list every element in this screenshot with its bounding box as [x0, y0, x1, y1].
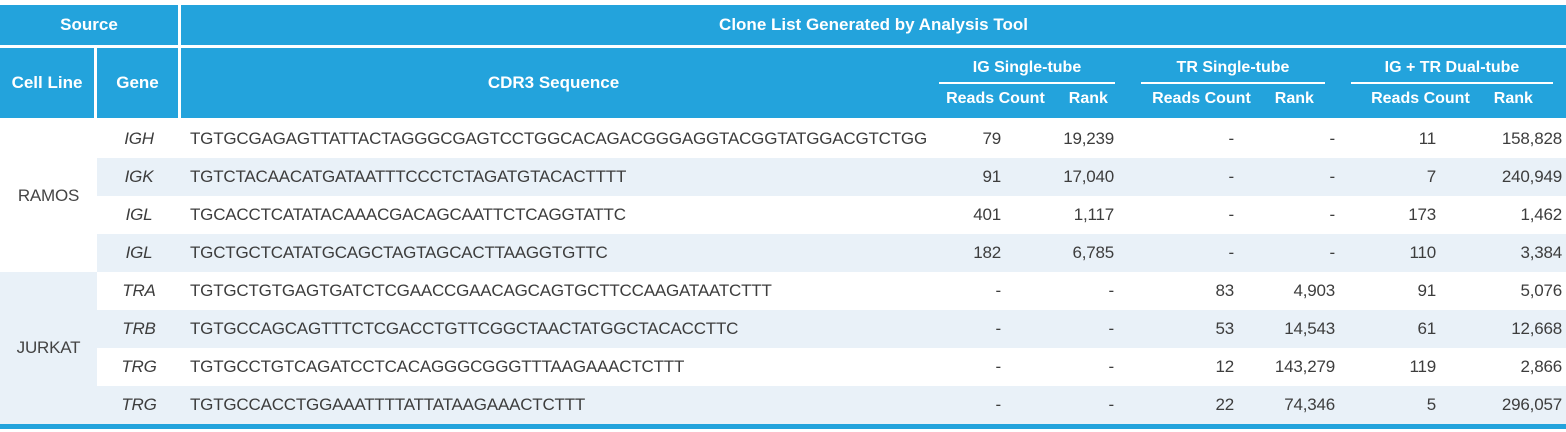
reads-count-column-header: Reads Count — [1152, 90, 1251, 107]
ig-reads-count-cell: 79 — [982, 129, 1001, 148]
ig-rank-cell: - — [1108, 281, 1115, 300]
table-body: RAMOS IGH TGTGCGAGAGTTATTACTAGGGCGAGTCCTGG… — [0, 120, 1566, 424]
ig-reads-count-cell: - — [995, 357, 1002, 376]
tr-rank-cell: 74,346 — [1246, 386, 1339, 424]
gene-cell: TRB — [97, 310, 181, 348]
group-header-ig-single-tube: IG Single-tube Reads Count Rank — [926, 57, 1128, 109]
ig-rank-cell: 19,239 — [1063, 129, 1114, 148]
reads-count-column-header: Reads Count — [1371, 90, 1470, 107]
group-label: IG + TR Dual-tube — [1384, 59, 1520, 76]
group-subheaders: Reads Count Rank — [946, 89, 1108, 109]
group-underline — [1351, 82, 1553, 84]
dual-reads-count-cell: 11 — [1418, 129, 1436, 148]
cell-line-cell: RAMOS — [17, 186, 80, 205]
tr-reads-count-cell: - — [1228, 205, 1235, 224]
tr-reads-count-cell: 12 — [1215, 357, 1234, 376]
dual-reads-count-cell: 61 — [1338, 310, 1444, 348]
group-underline — [939, 82, 1115, 84]
dual-rank-cell: 1,462 — [1520, 205, 1562, 224]
ig-reads-count-cell: 182 — [926, 234, 1047, 272]
gene-cell: TRG — [97, 386, 181, 424]
ig-reads-count-cell: - — [995, 281, 1002, 300]
cell-line-cell: JURKAT — [0, 272, 97, 424]
dual-rank-cell: 158,828 — [1501, 129, 1562, 148]
header-row-top: Source Clone List Generated by Analysis … — [0, 5, 1566, 45]
dual-reads-count-cell: 119 — [1409, 357, 1436, 376]
ig-rank-cell: - — [1046, 310, 1129, 348]
sequence-cell: TGCTGCTCATATGCAGCTAGTAGCACTTAAGGTGTTC — [181, 234, 927, 272]
dual-rank-cell: 12,668 — [1443, 310, 1566, 348]
dual-reads-count-cell: 173 — [1408, 205, 1436, 224]
tr-rank-cell: - — [1246, 234, 1339, 272]
source-header-cell: Source — [0, 5, 181, 45]
ig-rank-cell: 1,117 — [1073, 205, 1114, 224]
sequence-cell: TGTCTACAACATGATAATTTCCCTCTAGATGTACACTTTT — [181, 158, 927, 196]
rank-column-header: Rank — [1493, 90, 1533, 107]
tr-reads-count-cell: 83 — [1215, 281, 1234, 300]
tr-rank-cell: 143,279 — [1274, 357, 1335, 376]
sequence-cell: TGTGCCACCTGGAAATTTTATTATAAGAAACTCTTT — [181, 386, 927, 424]
dual-rank-cell: 2,866 — [1520, 357, 1562, 376]
ig-reads-count-cell: 401 — [973, 205, 1001, 224]
group-underline — [1141, 82, 1325, 84]
group-label: IG Single-tube — [972, 59, 1082, 76]
sequence-cell: TGTGCTGTGAGTGATCTCGAACCGAACAGCAGTGCTTCCA… — [190, 281, 772, 300]
tr-rank-cell: 14,543 — [1246, 310, 1339, 348]
table-title: Clone List Generated by Analysis Tool — [181, 5, 1566, 45]
ig-rank-cell: - — [1108, 357, 1115, 376]
sequence-cell: TGTGCCAGCAGTTTCTCGACCTGTTCGGCTAACTATGGCT… — [181, 310, 927, 348]
cell-line-column-header: Cell Line — [0, 48, 97, 118]
ig-reads-count-cell: - — [926, 310, 1047, 348]
gene-cell: TRA — [122, 281, 156, 300]
tr-reads-count-cell: 22 — [1128, 386, 1247, 424]
sequence-cell: TGTGCCTGTCAGATCCTCACAGGGCGGGTTTAAGAAACTC… — [190, 357, 685, 376]
ig-rank-cell: 6,785 — [1046, 234, 1129, 272]
ig-rank-cell: 17,040 — [1046, 158, 1129, 196]
dual-rank-cell: 296,057 — [1443, 386, 1566, 424]
header-row-columns: Cell Line Gene CDR3 Sequence IG Single-t… — [0, 48, 1566, 118]
gene-column-header: Gene — [97, 48, 181, 118]
dual-rank-cell: 5,076 — [1520, 281, 1562, 300]
tr-rank-cell: - — [1329, 205, 1336, 224]
group-subheaders: Reads Count Rank — [1152, 89, 1314, 109]
gene-cell: IGK — [97, 158, 181, 196]
sequence-cell: TGTGCGAGAGTTATTACTAGGGCGAGTCCTGGCACAGACG… — [190, 129, 927, 148]
ig-reads-count-cell: - — [926, 386, 1047, 424]
rank-column-header: Rank — [1274, 90, 1314, 107]
table-bottom-border — [0, 424, 1566, 429]
tr-reads-count-cell: 53 — [1128, 310, 1247, 348]
dual-rank-cell: 240,949 — [1443, 158, 1566, 196]
cdr3-column-header: CDR3 Sequence — [487, 73, 620, 92]
dual-reads-count-cell: 5 — [1338, 386, 1444, 424]
tr-rank-cell: 4,903 — [1293, 281, 1335, 300]
sequence-cell: TGCACCTCATATACAAACGACAGCAATTCTCAGGTATTC — [190, 205, 626, 224]
dual-rank-cell: 3,384 — [1443, 234, 1566, 272]
dual-reads-count-cell: 110 — [1338, 234, 1444, 272]
reads-count-column-header: Reads Count — [946, 90, 1045, 107]
ig-reads-count-cell: 91 — [926, 158, 1047, 196]
group-label: TR Single-tube — [1176, 59, 1290, 76]
group-header-tr-single-tube: TR Single-tube Reads Count Rank — [1128, 57, 1338, 109]
tr-rank-cell: - — [1246, 158, 1339, 196]
tr-reads-count-cell: - — [1128, 158, 1247, 196]
tr-reads-count-cell: - — [1128, 234, 1247, 272]
gene-cell: IGH — [124, 129, 154, 148]
gene-cell: TRG — [121, 357, 157, 376]
header-wide-cell: CDR3 Sequence IG Single-tube Reads Count… — [181, 48, 1566, 118]
gene-cell: IGL — [97, 234, 181, 272]
gene-cell: IGL — [125, 205, 153, 224]
group-subheaders: Reads Count Rank — [1371, 89, 1533, 109]
tr-rank-cell: - — [1329, 129, 1336, 148]
ig-rank-cell: - — [1046, 386, 1129, 424]
dual-reads-count-cell: 7 — [1338, 158, 1444, 196]
rank-column-header: Rank — [1068, 90, 1108, 107]
group-header-ig-tr-dual-tube: IG + TR Dual-tube Reads Count Rank — [1338, 57, 1566, 109]
tr-reads-count-cell: - — [1228, 129, 1235, 148]
dual-reads-count-cell: 91 — [1417, 281, 1436, 300]
